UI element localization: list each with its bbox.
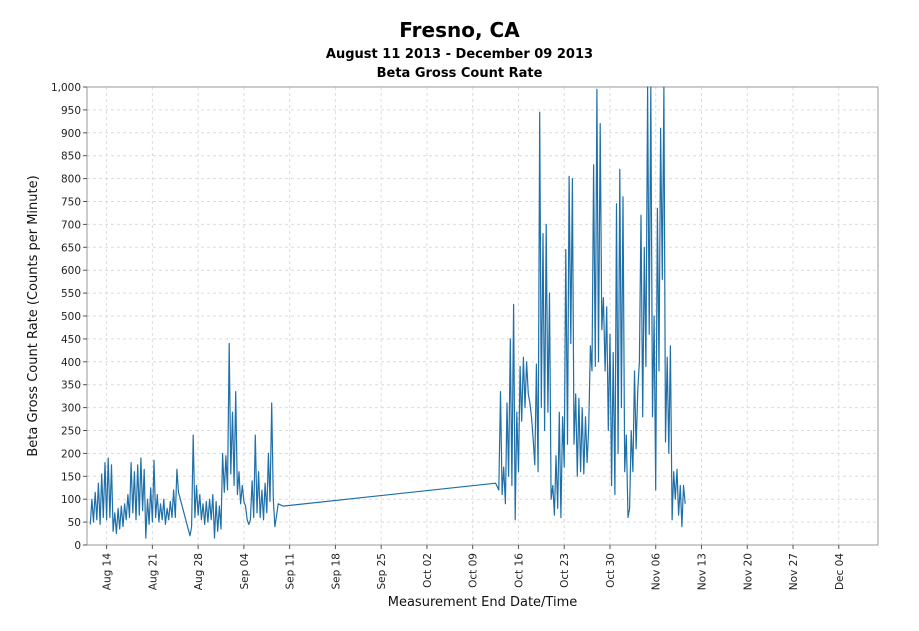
y-tick-label: 350 bbox=[61, 380, 81, 392]
x-tick-label: Oct 16 bbox=[513, 553, 525, 588]
x-tick-label: Aug 21 bbox=[147, 553, 159, 590]
x-tick-label: Nov 13 bbox=[696, 553, 708, 590]
grid-lines bbox=[87, 86, 878, 546]
y-tick-label: 200 bbox=[61, 448, 81, 460]
y-tick-label: 950 bbox=[61, 105, 81, 117]
y-tick-label: 900 bbox=[61, 128, 81, 140]
x-tick-label: Sep 11 bbox=[285, 553, 297, 590]
y-tick-label: 1,000 bbox=[51, 82, 81, 94]
y-tick-label: 500 bbox=[61, 311, 81, 323]
x-tick-label: Sep 04 bbox=[239, 553, 251, 590]
y-tick-label: 450 bbox=[61, 334, 81, 346]
chart-metric-title: Beta Gross Count Rate bbox=[376, 66, 543, 81]
y-axis-ticks: 0 50 100 150 200 250 300 350 400 450 500 550 600 650 7… bbox=[51, 82, 87, 552]
y-tick-label: 150 bbox=[61, 471, 81, 483]
x-tick-label: Sep 18 bbox=[330, 553, 342, 590]
y-tick-label: 700 bbox=[61, 219, 81, 231]
x-tick-label: Nov 20 bbox=[742, 553, 754, 590]
chart-date-range: August 11 2013 - December 09 2013 bbox=[325, 47, 594, 62]
y-tick-label: 600 bbox=[61, 265, 81, 277]
x-axis-label: Measurement End Date/Time bbox=[388, 595, 577, 610]
series-line bbox=[89, 86, 686, 539]
y-tick-label: 550 bbox=[61, 288, 81, 300]
x-tick-label: Aug 14 bbox=[102, 553, 114, 591]
y-tick-label: 100 bbox=[61, 494, 81, 506]
x-tick-label: Oct 02 bbox=[422, 553, 434, 588]
y-tick-label: 50 bbox=[68, 517, 81, 529]
y-tick-label: 400 bbox=[61, 357, 81, 369]
x-tick-label: Oct 23 bbox=[559, 553, 571, 588]
x-tick-label: Nov 27 bbox=[788, 553, 800, 590]
y-tick-label: 750 bbox=[61, 197, 81, 209]
y-tick-label: 650 bbox=[61, 242, 81, 254]
y-tick-label: 250 bbox=[61, 426, 81, 438]
series-group bbox=[89, 86, 686, 539]
x-tick-label: Oct 09 bbox=[468, 553, 480, 588]
x-tick-label: Oct 30 bbox=[605, 553, 617, 588]
y-tick-label: 300 bbox=[61, 403, 81, 415]
y-axis-label: Beta Gross Count Rate (Counts per Minute… bbox=[26, 175, 41, 456]
x-tick-label: Dec 04 bbox=[834, 553, 846, 590]
x-tick-label: Sep 25 bbox=[376, 553, 388, 590]
y-tick-label: 0 bbox=[74, 540, 81, 552]
y-tick-label: 800 bbox=[61, 174, 81, 186]
x-tick-label: Aug 28 bbox=[193, 553, 205, 590]
chart-title: Fresno, CA bbox=[399, 18, 520, 42]
x-tick-label: Nov 06 bbox=[651, 553, 663, 591]
y-tick-label: 850 bbox=[61, 151, 81, 163]
x-axis-ticks: Aug 14 Aug 21 Aug 28 Sep 04 Sep 11 Sep 18 Sep … bbox=[102, 545, 846, 590]
